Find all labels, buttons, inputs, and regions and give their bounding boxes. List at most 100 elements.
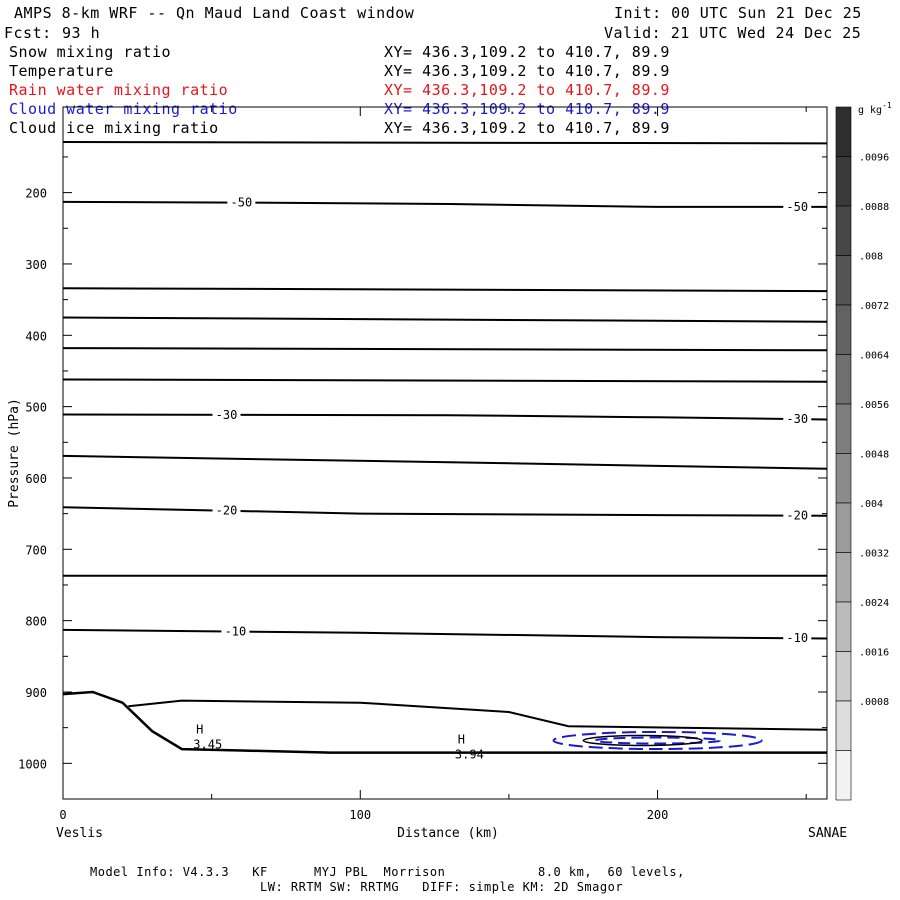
valid-time: Valid: 21 UTC Wed 24 Dec 25	[604, 24, 862, 42]
isotherm-label-bg	[212, 503, 241, 517]
cloud-water-contour	[552, 730, 763, 751]
field-xy: XY= 436.3,109.2 to 410.7, 89.9	[384, 100, 670, 118]
y-tick-label: 800	[25, 615, 47, 629]
isotherm-line	[62, 413, 828, 421]
chart-title: AMPS 8-km WRF -- Qn Maud Land Coast wind…	[14, 4, 415, 22]
isotherm-line	[62, 506, 828, 517]
cloud-water-inner-contour	[594, 736, 721, 745]
isotherm-label-bg	[783, 412, 812, 426]
field-label: Snow mixing ratio	[9, 43, 172, 61]
forecast-label: Fcst:	[4, 24, 52, 42]
colorbar-label: .0096	[859, 153, 889, 164]
colorbar-segment	[835, 453, 852, 504]
isotherm-label: -10	[225, 625, 247, 639]
field-xy: XY= 436.3,109.2 to 410.7, 89.9	[384, 81, 670, 99]
isotherm-line	[62, 347, 828, 352]
y-tick-label: 700	[25, 543, 47, 557]
field-label: Cloud ice mixing ratio	[9, 119, 219, 137]
terrain-line	[62, 690, 827, 754]
model-info: Model Info: V4.3.3 KF MYJ PBL Morrison 8…	[90, 865, 685, 879]
isotherm-label-bg	[783, 631, 812, 645]
isotherm-line	[62, 628, 828, 640]
colorbar-label: .0056	[859, 400, 889, 411]
y-axis-label: Pressure (hPa)	[7, 398, 22, 508]
extremum-marker: H	[196, 722, 203, 736]
physics-info: LW: RRTM SW: RRTMG DIFF: simple KM: 2D S…	[260, 880, 624, 894]
y-tick-label: 400	[25, 329, 47, 343]
colorbar-segment	[835, 502, 852, 553]
extremum-value: 3.45	[193, 737, 222, 751]
init-time: Init: 00 UTC Sun 21 Dec 25	[614, 4, 862, 22]
plot-frame	[62, 106, 828, 800]
colorbar-segment	[835, 750, 852, 801]
field-xy: XY= 436.3,109.2 to 410.7, 89.9	[384, 43, 670, 61]
colorbar-label: .0048	[859, 450, 889, 461]
isotherm-line	[62, 287, 828, 293]
axis-layer: 200 300 400 500 600 700 800 900 1000 0 100 200	[18, 107, 827, 822]
colorbar-label: .008	[859, 252, 883, 263]
isotherm-label: -30	[786, 412, 808, 426]
colorbar-segment	[835, 255, 852, 306]
isotherm-line	[62, 454, 828, 470]
colorbar-label: .004	[859, 499, 883, 510]
x-tick-label: 200	[647, 808, 669, 822]
field-xy: XY= 436.3,109.2 to 410.7, 89.9	[384, 62, 670, 80]
colorbar-segment	[835, 156, 852, 207]
colorbar-segment	[835, 304, 852, 355]
field-label: Temperature	[9, 62, 114, 80]
colorbar-label: .0016	[859, 648, 889, 659]
colorbar-label: .0064	[859, 351, 889, 362]
colorbar-segment	[835, 552, 852, 603]
isotherm-label: -20	[216, 504, 238, 518]
colorbar-label: .0072	[859, 301, 889, 312]
x-tick-label: 100	[349, 808, 371, 822]
forecast-hour: 93 h	[62, 24, 101, 42]
y-tick-label: 500	[25, 401, 47, 415]
isotherm-label-bg	[227, 195, 256, 209]
y-tick-label: 600	[25, 472, 47, 486]
colorbar: .0096 .0088 .008 .0072 .0064 .0056 .0048 .004 .0…	[835, 106, 889, 801]
isotherm-label-bg	[783, 199, 812, 213]
isotherm-label: -30	[216, 408, 238, 422]
isotherm-label-bg	[783, 508, 812, 522]
colorbar-segment	[835, 601, 852, 652]
isotherm-label: -50	[231, 196, 253, 210]
field-label: Rain water mixing ratio	[9, 81, 229, 99]
isotherm-line	[62, 200, 827, 208]
snow-contour	[582, 734, 703, 747]
colorbar-segment	[835, 354, 852, 405]
isotherm-label: -50	[786, 200, 808, 214]
y-tick-label: 300	[25, 258, 47, 272]
colorbar-segment	[835, 106, 852, 157]
isotherm-label-bg	[221, 624, 250, 638]
colorbar-segment	[835, 403, 852, 454]
x-left-end-label: Veslis	[56, 826, 103, 841]
colorbar-label: .0032	[859, 549, 889, 560]
colorbar-label: .0008	[859, 697, 889, 708]
colorbar-segment	[835, 700, 852, 751]
isotherm-label-bg	[212, 407, 241, 421]
inversion-contour	[128, 699, 828, 731]
isotherm-line	[62, 141, 828, 145]
isotherm-line	[62, 378, 828, 383]
extremum-marker: H	[458, 732, 465, 746]
y-tick-label: 900	[25, 686, 47, 700]
isotherm-line	[62, 316, 828, 323]
field-label: Cloud water mixing ratio	[9, 100, 238, 118]
colorbar-unit: g kg-1	[858, 101, 892, 116]
isotherm-label: -10	[786, 631, 808, 645]
y-tick-label: 200	[25, 187, 47, 201]
x-axis-label: Distance (km)	[397, 826, 499, 841]
y-tick-label: 1000	[18, 757, 47, 771]
overlay-layer: H3.45 H3.94	[62, 690, 828, 761]
x-right-end-label: SANAE	[808, 826, 847, 841]
x-tick-label: 0	[59, 808, 66, 822]
colorbar-segment	[835, 651, 852, 702]
field-xy: XY= 436.3,109.2 to 410.7, 89.9	[384, 119, 670, 137]
colorbar-segment	[835, 205, 852, 256]
extremum-value: 3.94	[455, 747, 484, 761]
colorbar-label: .0024	[859, 598, 889, 609]
colorbar-label: .0088	[859, 202, 889, 213]
isotherm-label: -20	[786, 509, 808, 523]
